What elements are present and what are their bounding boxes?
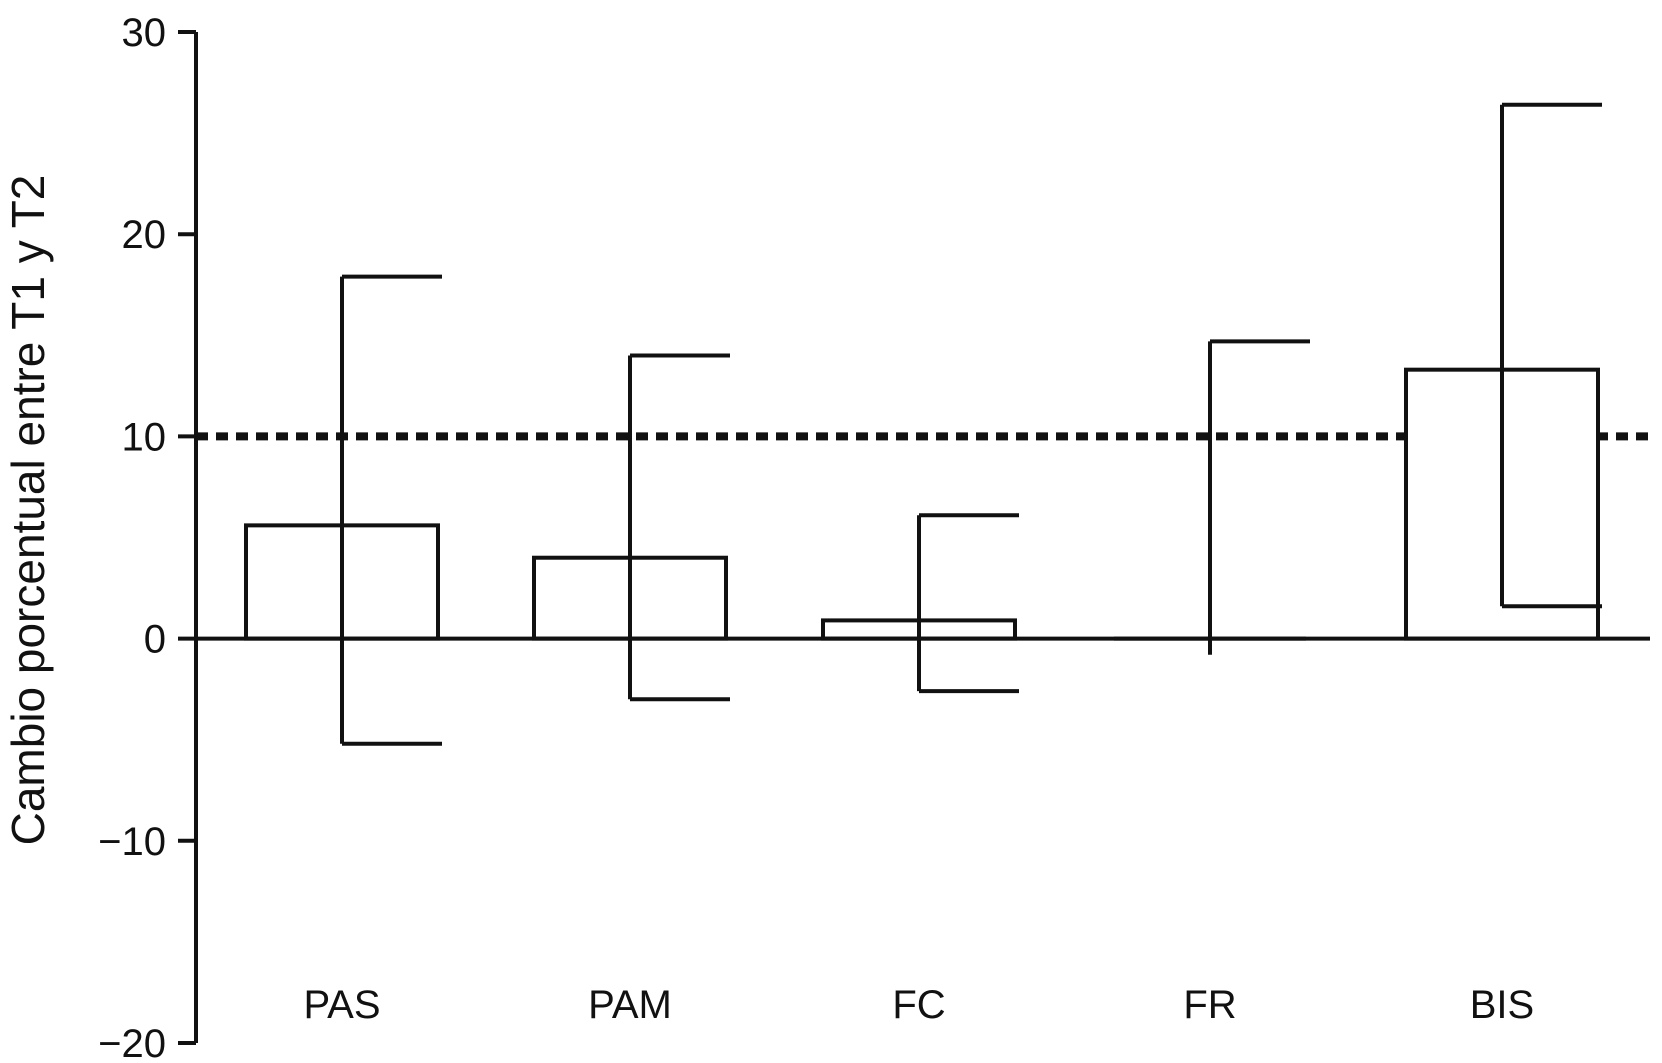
- y-axis-title: Cambio porcentual entre T1 y T2: [2, 175, 54, 846]
- y-tick-label: 0: [144, 618, 166, 662]
- y-tick-label: 10: [122, 415, 167, 459]
- x-tick-label: PAS: [303, 983, 380, 1027]
- y-tick-label: 20: [122, 213, 167, 257]
- y-tick-label: −10: [98, 820, 166, 864]
- y-tick-label: −20: [98, 1022, 166, 1063]
- x-tick-label: FR: [1183, 983, 1236, 1027]
- y-tick-label: 30: [122, 11, 167, 55]
- x-tick-label: PAM: [588, 983, 672, 1027]
- x-tick-label: FC: [892, 983, 945, 1027]
- x-tick-label: BIS: [1470, 983, 1534, 1027]
